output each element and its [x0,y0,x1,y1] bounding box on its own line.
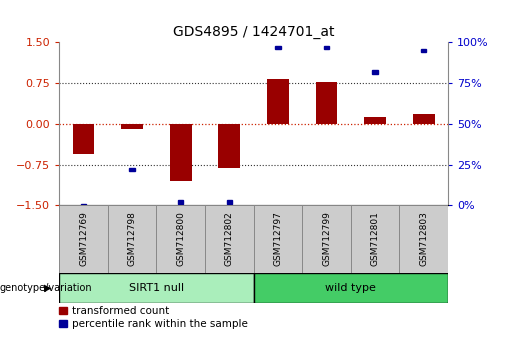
FancyBboxPatch shape [400,205,448,273]
Text: GSM712798: GSM712798 [128,211,136,267]
Bar [227,200,232,204]
Text: GSM712801: GSM712801 [371,211,380,267]
Legend: transformed count, percentile rank within the sample: transformed count, percentile rank withi… [59,306,248,329]
FancyBboxPatch shape [59,205,108,273]
FancyBboxPatch shape [253,205,302,273]
FancyBboxPatch shape [108,205,157,273]
Text: GSM712799: GSM712799 [322,211,331,267]
FancyBboxPatch shape [302,205,351,273]
FancyBboxPatch shape [59,273,253,303]
Bar [218,124,241,169]
Bar [81,204,86,207]
FancyBboxPatch shape [157,205,205,273]
FancyBboxPatch shape [351,205,400,273]
Bar [129,168,135,171]
Text: GSM712769: GSM712769 [79,211,88,267]
Title: GDS4895 / 1424701_at: GDS4895 / 1424701_at [173,25,334,39]
Bar [316,81,337,124]
FancyBboxPatch shape [205,205,253,273]
Bar [324,46,329,49]
Bar [170,124,192,181]
Bar [73,124,94,154]
Bar [364,118,386,124]
Bar [421,49,426,52]
Text: SIRT1 null: SIRT1 null [129,282,184,293]
FancyBboxPatch shape [253,273,448,303]
Bar [275,46,281,49]
Bar [372,70,378,74]
Bar [121,124,143,129]
Text: GSM712800: GSM712800 [176,211,185,267]
Text: ▶: ▶ [44,282,52,293]
Bar [267,79,289,124]
Text: genotype/variation: genotype/variation [0,282,93,293]
Text: GSM712802: GSM712802 [225,212,234,266]
Bar [178,200,183,204]
Text: GSM712803: GSM712803 [419,211,428,267]
Bar [413,114,435,124]
Text: wild type: wild type [325,282,376,293]
Text: GSM712797: GSM712797 [273,211,282,267]
